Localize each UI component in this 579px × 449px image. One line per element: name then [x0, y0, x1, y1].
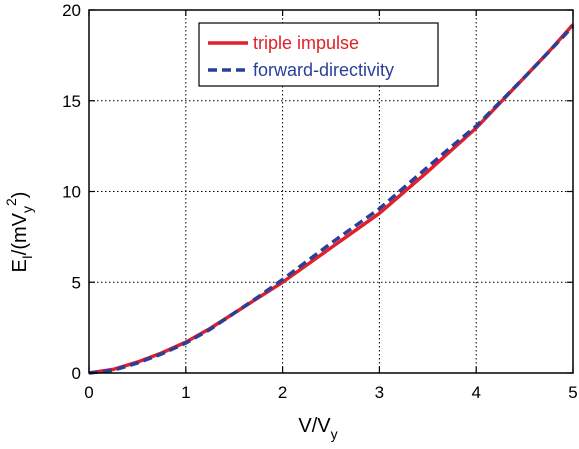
x-tick-label: 4 [471, 383, 480, 402]
y-tick-label: 0 [72, 364, 81, 383]
y-tick-label: 5 [72, 273, 81, 292]
x-tick-label: 5 [568, 383, 577, 402]
y-axis-label-mid: /(mV [9, 212, 31, 255]
x-axis-label: V/Vy [298, 415, 337, 442]
x-tick-label: 0 [84, 383, 93, 402]
y-tick-label: 10 [62, 183, 81, 202]
y-tick-label: 15 [62, 92, 81, 111]
x-tick-label: 2 [278, 383, 287, 402]
ticks [88, 9, 574, 374]
y-axis-label-sub2: y [19, 206, 35, 213]
series-line-forward-directivity [88, 25, 575, 375]
y-axis-label-end: ) [9, 192, 31, 199]
legend: triple impulse forward-directivity [198, 22, 439, 87]
series-layer [88, 23, 575, 375]
y-axis-label: EI/(mVy2) [3, 192, 35, 273]
legend-label-triple-impulse: triple impulse [253, 33, 359, 53]
y-axis-label-sub1: I [19, 255, 35, 259]
x-tick-label: 1 [181, 383, 190, 402]
y-tick-label: 20 [62, 1, 81, 20]
x-tick-label: 3 [375, 383, 384, 402]
x-axis-label-main: V/V [298, 415, 331, 437]
x-axis-label-sub: y [331, 426, 338, 442]
legend-label-forward-directivity: forward-directivity [253, 60, 394, 80]
y-axis-label-main: E [9, 259, 31, 272]
tick-labels: 0 1 2 3 4 5 0 5 10 15 20 [62, 1, 578, 402]
y-axis-label-sup: 2 [3, 198, 19, 206]
legend-box [198, 22, 439, 87]
